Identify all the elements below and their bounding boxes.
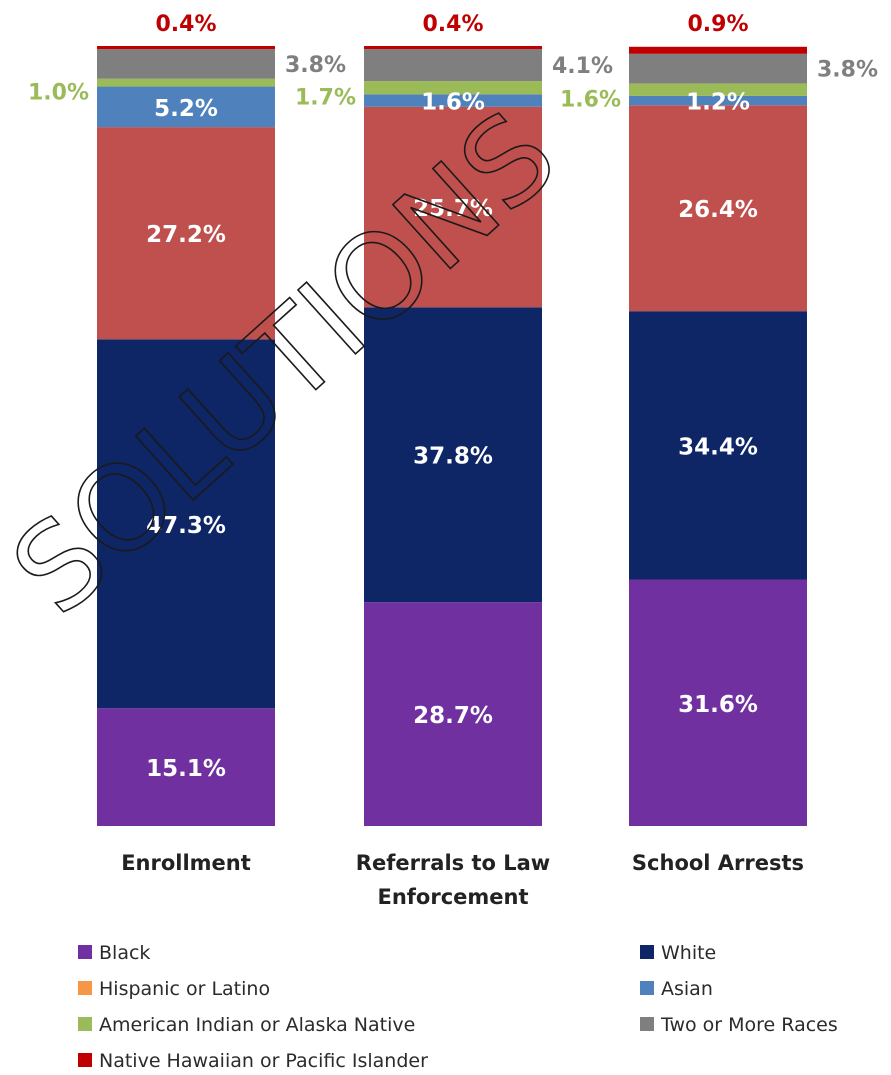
legend-swatch-two-or-more-races bbox=[640, 1017, 654, 1031]
data-label-native-hawaiian-or-pacific-islander-referrals-to-law-enforcement: 0.4% bbox=[422, 12, 483, 37]
category-label-referrals-to-law-enforcement: Referrals to Law bbox=[356, 851, 550, 875]
category-label-referrals-to-law-enforcement-line2: Enforcement bbox=[377, 885, 528, 909]
bar-segment-hispanic-or-latino-bar-referrals-to-law-enforcement bbox=[364, 106, 542, 308]
bar-segment-hispanic-or-latino-bar-school-arrests bbox=[629, 105, 807, 312]
bar-segment-american-indian-or-alaska-native-enrollment bbox=[97, 78, 275, 87]
data-label-asian-school-arrests: 1.2% bbox=[686, 90, 750, 116]
bar-segment-american-indian-or-alaska-native-referrals-to-law-enforcement bbox=[364, 81, 542, 95]
bar-segment-white-enrollment bbox=[97, 339, 275, 709]
bar-segment-two-or-more-races-referrals-to-law-enforcement bbox=[364, 49, 542, 82]
bar-segment-black-referrals-to-law-enforcement bbox=[364, 602, 542, 826]
data-label-asian-enrollment: 5.2% bbox=[154, 96, 218, 122]
bar-segment-asian-enrollment bbox=[97, 86, 275, 128]
bar-segment-american-indian-or-alaska-native-school-arrests bbox=[629, 83, 807, 96]
legend-swatch-native-hawaiian-or-pacific-islander bbox=[78, 1053, 92, 1067]
legend-label-native-hawaiian-or-pacific-islander: Native Hawaiian or Pacific Islander bbox=[99, 1050, 428, 1072]
data-label-native-hawaiian-or-pacific-islander-school-arrests: 0.9% bbox=[687, 12, 748, 37]
data-label-black-referrals-to-law-enforcement: 28.7% bbox=[413, 703, 493, 729]
data-label-hispanic-or-latino-bar-school-arrests: 26.4% bbox=[678, 197, 758, 223]
data-label-white-enrollment: 47.3% bbox=[146, 513, 226, 539]
data-label-black-enrollment: 15.1% bbox=[146, 756, 226, 782]
bar-segment-white-referrals-to-law-enforcement bbox=[364, 307, 542, 603]
data-label-asian-referrals-to-law-enforcement: 1.6% bbox=[421, 90, 485, 116]
data-label-two-or-more-races-enrollment: 3.8% bbox=[285, 53, 346, 78]
bar-segment-black-school-arrests bbox=[629, 579, 807, 826]
data-label-white-school-arrests: 34.4% bbox=[678, 434, 758, 460]
bar-segment-asian-referrals-to-law-enforcement bbox=[364, 94, 542, 107]
bar-segment-black-enrollment bbox=[97, 708, 275, 826]
legend-label-hispanic-or-latino: Hispanic or Latino bbox=[99, 978, 270, 1000]
legend-label-two-or-more-races: Two or More Races bbox=[660, 1014, 838, 1036]
legend-swatch-hispanic-or-latino bbox=[78, 981, 92, 995]
legend-label-white: White bbox=[661, 942, 716, 964]
data-label-hispanic-or-latino-bar-referrals-to-law-enforcement: 25.7% bbox=[413, 196, 493, 222]
legend-label-american-indian-or-alaska-native: American Indian or Alaska Native bbox=[99, 1014, 415, 1036]
data-label-two-or-more-races-school-arrests: 3.8% bbox=[817, 58, 878, 83]
data-label-american-indian-or-alaska-native-referrals-to-law-enforcement: 1.7% bbox=[295, 86, 356, 111]
data-labels-layer: 15.1% 47.3% 27.2% 5.2% 1.0% 3.8% 0.4% 28.7% 37.8… bbox=[28, 12, 878, 782]
category-axis: Enrollment Referrals to Law Enforcement Sch… bbox=[121, 851, 804, 909]
legend-swatch-asian bbox=[640, 981, 654, 995]
legend-swatch-american-indian-or-alaska-native bbox=[78, 1017, 92, 1031]
legend: Black Hispanic or Latino American Indian o… bbox=[78, 942, 838, 1072]
category-label-enrollment: Enrollment bbox=[121, 851, 251, 875]
bar-segment-two-or-more-races-enrollment bbox=[97, 49, 275, 79]
legend-label-asian: Asian bbox=[661, 978, 713, 1000]
bar-segment-asian-school-arrests bbox=[629, 95, 807, 106]
legend-swatch-black bbox=[78, 945, 92, 959]
bars-layer bbox=[97, 46, 807, 826]
bar-segment-hispanic-or-latino-bar-enrollment bbox=[97, 127, 275, 340]
data-label-white-referrals-to-law-enforcement: 37.8% bbox=[413, 444, 493, 470]
data-label-american-indian-or-alaska-native-school-arrests: 1.6% bbox=[560, 88, 621, 113]
bar-segment-white-school-arrests bbox=[629, 311, 807, 580]
legend-label-black: Black bbox=[99, 942, 150, 964]
category-label-school-arrests: School Arrests bbox=[632, 851, 804, 875]
bar-segment-native-hawaiian-or-pacific-islander-school-arrests bbox=[629, 46, 807, 54]
data-label-two-or-more-races-referrals-to-law-enforcement: 4.1% bbox=[552, 54, 613, 79]
bar-segment-native-hawaiian-or-pacific-islander-referrals-to-law-enforcement bbox=[364, 46, 542, 50]
bar-segment-two-or-more-races-school-arrests bbox=[629, 53, 807, 84]
legend-swatch-white bbox=[640, 945, 654, 959]
data-label-native-hawaiian-or-pacific-islander-enrollment: 0.4% bbox=[155, 12, 216, 37]
bar-segment-native-hawaiian-or-pacific-islander-enrollment bbox=[97, 46, 275, 50]
data-label-american-indian-or-alaska-native-enrollment: 1.0% bbox=[28, 81, 89, 106]
data-label-black-school-arrests: 31.6% bbox=[678, 692, 758, 718]
data-label-hispanic-or-latino-bar-enrollment: 27.2% bbox=[146, 222, 226, 248]
